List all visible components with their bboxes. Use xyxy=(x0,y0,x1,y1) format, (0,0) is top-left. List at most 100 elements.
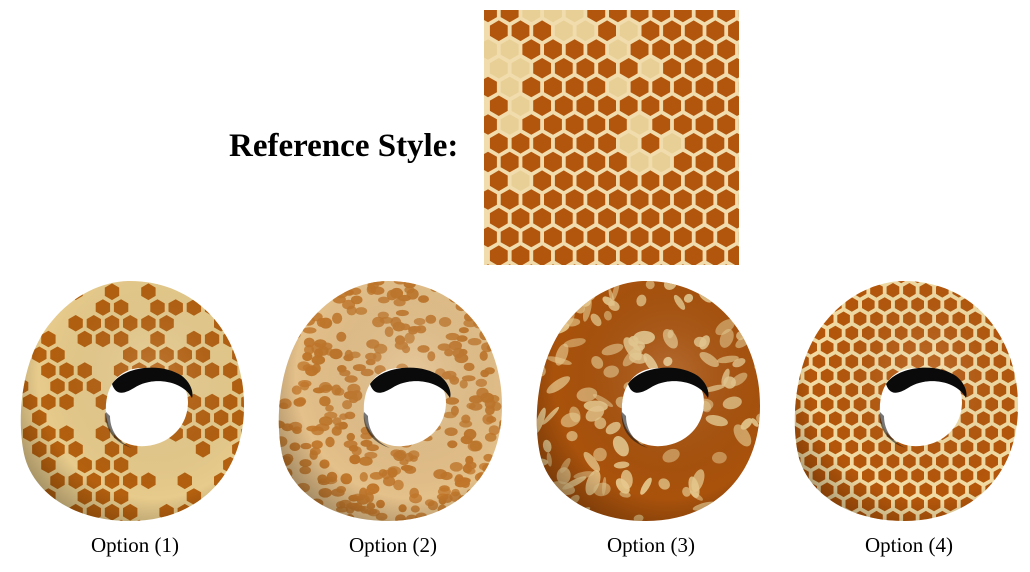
texture-cell xyxy=(804,510,817,521)
texture-blob xyxy=(651,416,662,429)
texture-spot xyxy=(364,394,378,402)
texture-spot xyxy=(400,397,412,408)
reference-cell xyxy=(489,20,508,42)
reference-cell xyxy=(684,207,703,229)
reference-cell xyxy=(533,58,551,79)
texture-spot xyxy=(280,334,288,345)
reference-cell xyxy=(706,133,725,154)
texture-spot xyxy=(416,517,426,521)
texture-cell xyxy=(977,525,990,526)
texture-spot xyxy=(295,508,310,516)
reference-cell xyxy=(673,189,692,210)
texture-spot xyxy=(300,282,309,294)
texture-cell xyxy=(12,299,19,316)
texture-cell xyxy=(12,276,19,284)
reference-cell xyxy=(695,10,714,23)
reference-cell xyxy=(554,245,573,265)
reference-cell xyxy=(663,207,681,229)
reference-cell xyxy=(489,170,508,192)
reference-cell xyxy=(609,10,627,23)
texture-cell xyxy=(204,281,220,285)
reference-cell xyxy=(630,151,649,173)
texture-cell xyxy=(23,519,38,521)
texture-spot xyxy=(496,500,503,510)
texture-spot xyxy=(501,325,503,334)
texture-cell xyxy=(952,510,966,521)
reference-cell xyxy=(728,133,739,154)
option-3-label: Option (3) xyxy=(606,533,696,557)
reference-cell xyxy=(522,114,541,135)
reference-cell xyxy=(554,170,573,192)
reference-cell xyxy=(717,10,736,23)
texture-spot xyxy=(488,302,499,312)
texture-spot xyxy=(410,428,422,437)
reference-cell xyxy=(663,95,681,116)
texture-spot xyxy=(278,316,279,326)
reference-cell xyxy=(695,39,714,60)
torus-inner-shadow xyxy=(370,367,451,398)
reference-cell xyxy=(717,226,736,248)
reference-cell xyxy=(652,114,671,135)
texture-spot xyxy=(301,302,311,311)
reference-cell xyxy=(489,245,508,265)
texture-spot xyxy=(278,328,283,337)
texture-spot xyxy=(278,449,282,458)
texture-spot xyxy=(497,329,503,340)
texture-spot xyxy=(338,281,351,292)
reference-cell xyxy=(641,58,660,79)
texture-spot xyxy=(445,283,454,290)
texture-cell xyxy=(919,425,933,441)
reference-cell xyxy=(489,58,508,79)
texture-cell xyxy=(23,488,38,505)
reference-cell xyxy=(706,95,725,116)
texture-spot xyxy=(278,346,289,354)
texture-spot xyxy=(294,303,308,311)
texture-spot xyxy=(455,501,465,509)
reference-cell xyxy=(641,207,660,229)
texture-spot xyxy=(485,284,496,295)
texture-spot xyxy=(438,516,449,521)
texture-cell xyxy=(794,482,801,498)
texture-cell xyxy=(95,281,111,285)
texture-cell xyxy=(977,281,990,284)
texture-cell xyxy=(812,297,826,312)
reference-cell xyxy=(673,10,692,23)
texture-spot xyxy=(278,344,280,353)
texture-spot xyxy=(495,469,503,477)
reference-cell xyxy=(544,10,562,23)
torus-inner-edge xyxy=(105,412,132,448)
reference-cell xyxy=(695,76,714,98)
texture-cell xyxy=(1010,281,1019,284)
texture-cell xyxy=(796,496,809,512)
texture-cell xyxy=(12,394,19,411)
texture-cell xyxy=(1010,468,1019,483)
texture-spot xyxy=(484,501,499,509)
reference-cell xyxy=(706,20,725,42)
reference-cell xyxy=(533,170,551,192)
texture-cell xyxy=(837,510,850,521)
reference-cell xyxy=(533,133,551,154)
texture-blob xyxy=(732,281,751,291)
texture-spot xyxy=(278,326,286,335)
texture-spot xyxy=(278,350,284,361)
reference-cell xyxy=(554,207,573,229)
reference-style-texture xyxy=(484,10,739,265)
reference-cell xyxy=(684,95,703,116)
texture-cell xyxy=(878,281,891,284)
reference-cell xyxy=(609,39,627,60)
texture-cell xyxy=(1010,297,1019,312)
texture-spot xyxy=(288,302,298,313)
reference-cell xyxy=(522,10,541,23)
texture-spot xyxy=(282,316,293,325)
texture-spot xyxy=(433,395,446,403)
texture-cell xyxy=(241,281,245,285)
reference-cell xyxy=(684,245,703,265)
reference-cell xyxy=(598,58,616,79)
reference-cell xyxy=(587,10,606,23)
option-1-label: Option (1) xyxy=(90,533,180,557)
reference-cell xyxy=(652,76,671,98)
texture-cell xyxy=(813,525,826,526)
reference-cell xyxy=(641,20,660,42)
texture-cell xyxy=(195,503,211,521)
reference-cell xyxy=(587,151,606,173)
